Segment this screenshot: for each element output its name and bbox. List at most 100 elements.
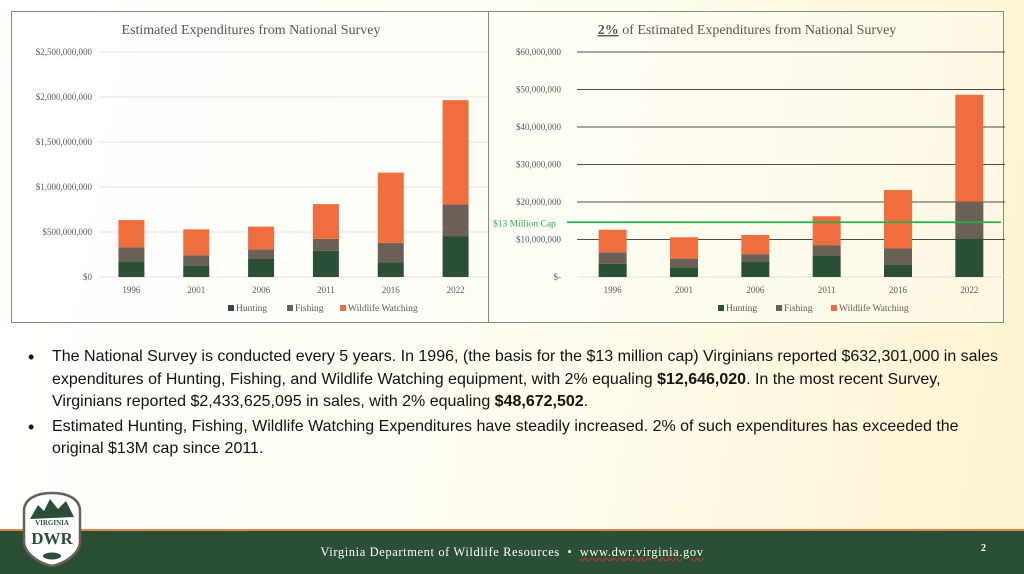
bullet-text: . <box>583 393 589 410</box>
logo-text-dwr: DWR <box>31 529 73 548</box>
bar-hunting <box>598 263 627 277</box>
chart-title-emphasis: 2% <box>598 23 619 38</box>
bullet-text: $48,672,502 <box>494 393 584 410</box>
x-tick-label: 2011 <box>818 285 836 295</box>
bar-wildlife-watching <box>442 100 469 205</box>
y-tick-label: $30,000,000 <box>516 160 562 170</box>
dwr-logo: VIRGINIA DWR <box>20 491 84 568</box>
legend-swatch <box>340 305 346 311</box>
bar-fishing <box>741 254 770 262</box>
bar-hunting <box>741 262 770 277</box>
y-tick-label: $2,500,000,000 <box>36 47 93 57</box>
bar-fishing <box>248 249 275 259</box>
bar-hunting <box>955 238 984 277</box>
x-tick-label: 2006 <box>746 285 765 295</box>
bar-fishing <box>183 255 210 266</box>
expenditures-chart-svg: Estimated Expenditures from National Sur… <box>36 23 488 314</box>
bullet-item: Estimated Hunting, Fishing, Wildlife Wat… <box>24 416 1014 461</box>
bar-fishing <box>670 258 698 268</box>
x-tick-label: 2006 <box>252 285 271 295</box>
x-tick-label: 2022 <box>447 285 465 295</box>
bullet-text: . In the most recent Survey, Virginians … <box>52 370 941 411</box>
legend-label: Fishing <box>784 304 813 314</box>
y-tick-label: $2,000,000,000 <box>36 92 93 102</box>
footer-org: Virginia Department of Wildlife Resource… <box>320 545 560 559</box>
bar-hunting <box>118 261 145 277</box>
x-tick-label: 2001 <box>675 285 693 295</box>
bar-fishing <box>955 201 984 239</box>
footer-separator: • <box>567 545 573 559</box>
chart-title: 2% of Estimated Expenditures from Nation… <box>598 23 897 38</box>
chart-title-text: Estimated Expenditures from National Sur… <box>122 23 381 38</box>
y-tick-label: $50,000,000 <box>516 85 562 95</box>
legend-swatch <box>228 305 234 311</box>
bar-hunting <box>312 250 339 277</box>
x-tick-label: 2011 <box>317 285 335 295</box>
bar-hunting <box>670 267 698 277</box>
bar-wildlife-watching <box>183 229 210 256</box>
bar-hunting <box>377 262 404 277</box>
chart-title: Estimated Expenditures from National Sur… <box>122 23 381 38</box>
bullet-item: The National Survey is conducted every 5… <box>24 346 1014 414</box>
legend-label: Hunting <box>726 304 757 314</box>
y-tick-label: $1,500,000,000 <box>36 137 93 147</box>
footer-text: Virginia Department of Wildlife Resource… <box>0 545 1024 560</box>
bar-hunting <box>812 255 841 277</box>
legend-swatch <box>287 305 293 311</box>
legend-label: Wildlife Watching <box>839 303 909 314</box>
y-tick-label: $20,000,000 <box>516 197 562 207</box>
x-tick-label: 1996 <box>604 285 623 295</box>
page-number: 2 <box>981 543 986 554</box>
bullet-text: Estimated Hunting, Fishing, Wildlife Wat… <box>52 417 959 458</box>
bar-fishing <box>812 245 841 256</box>
bullet-list: The National Survey is conducted every 5… <box>24 346 1014 463</box>
bar-fishing <box>377 242 404 263</box>
bar-wildlife-watching <box>377 172 404 243</box>
legend-swatch <box>776 305 782 311</box>
footer-url-link[interactable]: www.dwr.virginia.gov <box>579 545 704 559</box>
bar-fishing <box>884 248 912 265</box>
bar-wildlife-watching <box>312 204 339 239</box>
y-tick-label: $0 <box>83 272 93 282</box>
bar-hunting <box>248 259 275 277</box>
bar-fishing <box>442 204 469 237</box>
bar-wildlife-watching <box>812 216 841 246</box>
y-tick-label: $- <box>554 272 562 282</box>
y-tick-label: $10,000,000 <box>516 235 562 245</box>
bar-wildlife-watching <box>598 229 627 253</box>
bar-wildlife-watching <box>248 226 275 250</box>
bar-hunting <box>183 265 210 277</box>
bar-wildlife-watching <box>670 237 698 259</box>
x-tick-label: 2016 <box>382 285 401 295</box>
legend-label: Wildlife Watching <box>348 303 418 314</box>
bar-wildlife-watching <box>741 235 770 255</box>
x-tick-label: 2022 <box>960 285 978 295</box>
bullet-text: The National Survey is conducted every 5… <box>52 348 999 388</box>
expenditures-chart: Estimated Expenditures from National Sur… <box>11 11 489 323</box>
bar-hunting <box>884 264 912 277</box>
legend-swatch <box>831 305 837 311</box>
bullet-text: $12,646,020 <box>657 370 747 388</box>
bar-hunting <box>442 236 469 277</box>
legend-swatch <box>718 305 724 311</box>
bar-wildlife-watching <box>118 220 145 248</box>
y-tick-label: $500,000,000 <box>43 227 93 237</box>
footer-bar: Virginia Department of Wildlife Resource… <box>0 529 1024 574</box>
legend-label: Fishing <box>295 304 324 314</box>
bar-fishing <box>598 252 627 264</box>
chart-title-text: of Estimated Expenditures from National … <box>619 23 897 38</box>
x-tick-label: 2016 <box>889 285 908 295</box>
y-tick-label: $40,000,000 <box>516 122 562 132</box>
y-tick-label: $1,000,000,000 <box>36 182 93 192</box>
x-tick-label: 1996 <box>122 285 141 295</box>
x-tick-label: 2001 <box>187 285 205 295</box>
bar-wildlife-watching <box>884 190 912 249</box>
two-percent-chart-svg: 2% of Estimated Expenditures from Nation… <box>493 23 1005 314</box>
legend-label: Hunting <box>236 304 267 314</box>
cap-label: $13 Million Cap <box>493 218 556 229</box>
bar-fishing <box>312 238 339 251</box>
logo-text-virginia: VIRGINIA <box>35 519 69 527</box>
y-tick-label: $60,000,000 <box>516 47 562 57</box>
bar-fishing <box>118 247 145 262</box>
two-percent-chart: 2% of Estimated Expenditures from Nation… <box>488 11 1005 323</box>
